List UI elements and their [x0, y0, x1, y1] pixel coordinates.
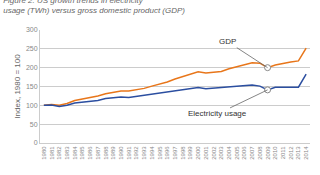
svg-text:1987: 1987	[95, 146, 101, 160]
svg-text:2012: 2012	[288, 146, 294, 160]
svg-text:0: 0	[34, 139, 38, 146]
svg-text:200: 200	[26, 64, 38, 71]
svg-text:1993: 1993	[141, 146, 147, 160]
svg-text:100: 100	[26, 102, 38, 109]
svg-text:1984: 1984	[72, 146, 78, 160]
svg-text:1988: 1988	[103, 146, 109, 160]
svg-text:2000: 2000	[195, 146, 201, 160]
svg-text:300: 300	[26, 26, 38, 33]
svg-text:1991: 1991	[126, 146, 132, 160]
svg-text:2007: 2007	[249, 146, 255, 160]
svg-text:Electricity usage: Electricity usage	[188, 109, 247, 118]
svg-text:2004: 2004	[226, 146, 232, 160]
svg-text:1995: 1995	[157, 146, 163, 160]
svg-text:Figure 2. US growth trends in: Figure 2. US growth trends in electricit…	[3, 0, 185, 15]
svg-text:2008: 2008	[257, 146, 263, 160]
svg-text:1982: 1982	[56, 146, 62, 160]
svg-text:1997: 1997	[172, 146, 178, 160]
svg-text:2014: 2014	[303, 146, 309, 160]
svg-text:1996: 1996	[164, 146, 170, 160]
svg-text:1994: 1994	[149, 146, 155, 160]
svg-text:1998: 1998	[180, 146, 186, 160]
svg-text:2006: 2006	[241, 146, 247, 160]
svg-text:2011: 2011	[280, 146, 286, 160]
svg-text:1985: 1985	[79, 146, 85, 160]
svg-text:1981: 1981	[49, 146, 55, 160]
svg-text:1992: 1992	[133, 146, 139, 160]
svg-text:1980: 1980	[41, 146, 47, 160]
svg-text:2009: 2009	[265, 146, 271, 160]
svg-text:2002: 2002	[211, 146, 217, 160]
svg-text:GDP: GDP	[219, 37, 236, 46]
svg-text:2001: 2001	[203, 146, 209, 160]
svg-text:2003: 2003	[218, 146, 224, 160]
svg-text:150: 150	[26, 83, 38, 90]
svg-text:1999: 1999	[187, 146, 193, 160]
svg-text:2013: 2013	[295, 146, 301, 160]
svg-text:50: 50	[30, 121, 38, 128]
svg-text:1983: 1983	[64, 146, 70, 160]
svg-text:250: 250	[26, 45, 38, 52]
svg-text:1990: 1990	[118, 146, 124, 160]
svg-text:1989: 1989	[110, 146, 116, 160]
svg-text:Index, 1980 = 100: Index, 1980 = 100	[13, 54, 22, 119]
svg-text:2010: 2010	[272, 146, 278, 160]
svg-text:1986: 1986	[87, 146, 93, 160]
svg-text:2005: 2005	[234, 146, 240, 160]
